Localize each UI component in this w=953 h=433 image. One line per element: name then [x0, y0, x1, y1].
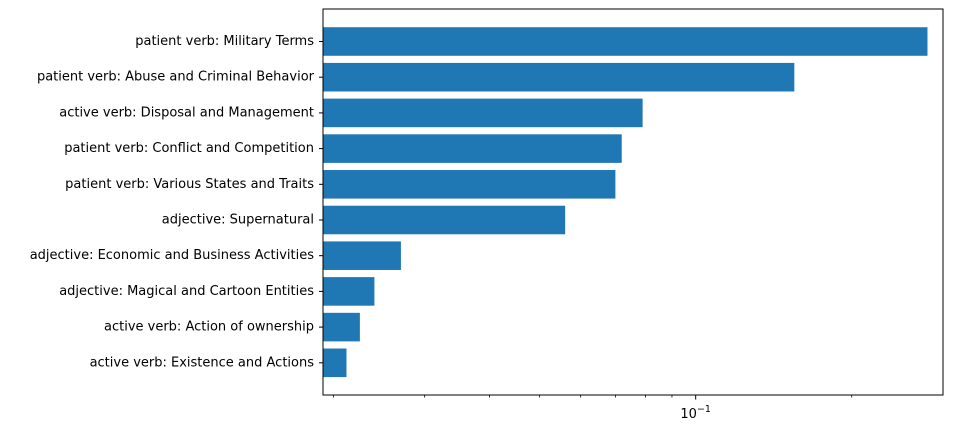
bar-2 — [323, 98, 643, 128]
y-tick-label-9: active verb: Existence and Actions — [90, 355, 315, 370]
y-tick-label-0: patient verb: Military Terms — [135, 34, 314, 49]
y-tick-label-1: patient verb: Abuse and Criminal Behavio… — [37, 70, 315, 85]
bar-0 — [323, 27, 928, 56]
y-tick-label-7: adjective: Magical and Cartoon Entities — [59, 284, 314, 299]
x-tick-label-0: 10−1 — [680, 404, 711, 422]
plot-frame — [322, 8, 944, 396]
x-axis-ticks: 10−1 — [332, 395, 853, 422]
bar-1 — [323, 62, 795, 92]
y-tick-label-8: active verb: Action of ownership — [104, 320, 314, 335]
bar-8 — [323, 312, 360, 342]
bar-6 — [323, 241, 401, 270]
y-tick-label-4: patient verb: Various States and Traits — [65, 177, 314, 192]
bar-7 — [323, 277, 375, 306]
bar-5 — [323, 205, 566, 235]
bar-3 — [323, 134, 622, 163]
y-tick-label-6: adjective: Economic and Business Activit… — [30, 248, 315, 263]
y-tick-label-5: adjective: Supernatural — [162, 213, 314, 228]
y-axis-labels: patient verb: Military Terms patient verb… — [30, 34, 323, 370]
y-tick-label-2: active verb: Disposal and Management — [59, 105, 314, 120]
bars-group — [323, 27, 928, 378]
y-tick-label-3: patient verb: Conflict and Competition — [64, 141, 314, 156]
bar-4 — [323, 170, 616, 199]
bar-9 — [323, 348, 347, 378]
